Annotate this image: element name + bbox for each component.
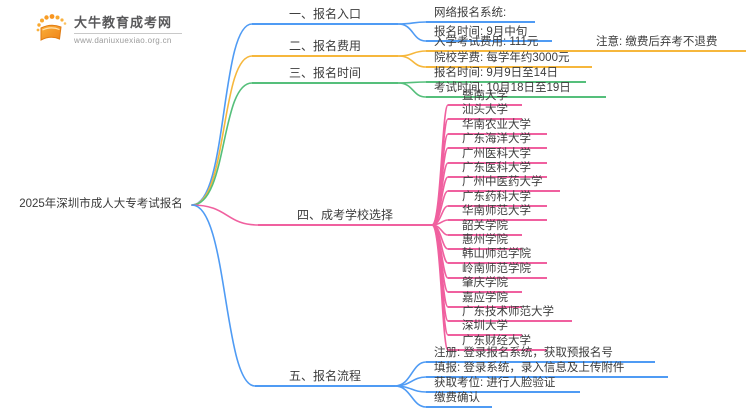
edge-connector: [397, 50, 427, 57]
branch-entry-child[interactable]: 报名时间: 9月中旬: [426, 25, 552, 42]
branch-schools-child[interactable]: 嘉应学院: [448, 291, 522, 308]
branch-schools-child[interactable]: 韶关学院: [448, 219, 522, 236]
branch-process-child[interactable]: 获取考位: 进行人脸验证: [426, 376, 580, 393]
branch-entry-child[interactable]: 网络报名系统:: [426, 6, 535, 23]
edge-connector: [191, 23, 253, 206]
branch-schools-child[interactable]: 广东海洋大学: [448, 132, 547, 149]
edge-connector: [397, 23, 427, 42]
branch-schools-child[interactable]: 广东药科大学: [448, 190, 547, 207]
branch-schools-child[interactable]: 广东技术师范大学: [448, 305, 572, 322]
branch-schools-label[interactable]: 四、成考学校选择: [258, 207, 432, 226]
branch-schools-child[interactable]: 广东财经大学: [448, 334, 547, 351]
branch-schools-child[interactable]: 广东医科大学: [448, 161, 547, 178]
edge-connector: [191, 55, 253, 206]
logo-url: www.daniuxuexiao.org.cn: [74, 36, 172, 45]
branch-fee-child[interactable]: 院校学费: 每学年约3000元: [426, 51, 592, 68]
branch-process-child[interactable]: 注册: 登录报名系统，获取预报名号: [426, 346, 655, 363]
branch-schools-child[interactable]: 华南农业大学: [448, 118, 547, 135]
branch-fee-label[interactable]: 二、报名费用: [252, 38, 398, 57]
branch-process-child[interactable]: 缴费确认: [426, 391, 492, 408]
branch-schools-child[interactable]: 汕头大学: [448, 103, 522, 120]
branch-schools-child[interactable]: 肇庆学院: [448, 276, 522, 293]
edge-connector: [397, 55, 427, 68]
branch-fee-note[interactable]: 注意: 缴费后弃考不退费: [588, 35, 746, 52]
branch-schools-child[interactable]: 华南师范大学: [448, 204, 547, 221]
logo-book-icon: [36, 14, 67, 41]
edge-connector: [191, 204, 256, 387]
site-logo: 大牛教育成考网 www.daniuxuexiao.org.cn: [34, 10, 182, 48]
branch-entry-label[interactable]: 一、报名入口: [252, 6, 398, 25]
branch-schools-child[interactable]: 暨南大学: [448, 89, 522, 106]
branch-schools-child[interactable]: 广州中医药大学: [448, 175, 560, 192]
branch-fee-child[interactable]: 入学考试费用: 111元: [426, 35, 588, 52]
root-node[interactable]: 2025年深圳市成人大专考试报名: [19, 198, 183, 210]
branch-time-child[interactable]: 报名时间: 9月9日至14日: [426, 66, 586, 83]
branch-schools-child[interactable]: 深圳大学: [448, 319, 522, 336]
branch-schools-child[interactable]: 惠州学院: [448, 233, 522, 250]
logo-title: 大牛教育成考网: [74, 15, 173, 30]
branch-process-label[interactable]: 五、报名流程: [255, 368, 395, 387]
branch-time-label[interactable]: 三、报名时间: [252, 65, 398, 84]
branch-process-child[interactable]: 填报: 登录系统，录入信息及上传附件: [426, 361, 668, 378]
edge-connector: [191, 82, 253, 206]
edge-connector: [397, 82, 427, 98]
branch-schools-child[interactable]: 岭南师范学院: [448, 262, 547, 279]
edge-connector: [431, 224, 449, 351]
edge-connector: [191, 204, 259, 226]
branch-time-child[interactable]: 考试时间: 10月18日至19日: [426, 81, 606, 98]
logo-divider: [74, 33, 182, 34]
edge-connector: [394, 385, 427, 408]
branch-schools-child[interactable]: 广州医科大学: [448, 147, 547, 164]
branch-schools-child[interactable]: 韩山师范学院: [448, 247, 547, 264]
